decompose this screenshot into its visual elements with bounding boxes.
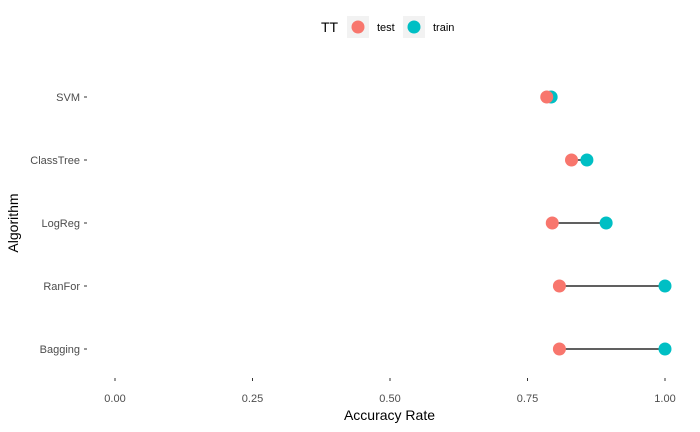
x-tick-label-2: 0.50 <box>379 393 400 405</box>
x-tick-label-1: 0.25 <box>242 393 263 405</box>
point-train-ranfor <box>658 279 672 293</box>
point-test-bagging <box>552 342 566 356</box>
y-axis: SVM ClassTree LogReg RanFor Bagging <box>30 92 87 356</box>
y-axis-title: Algorithm <box>5 193 21 252</box>
x-axis: 0.00 0.25 0.50 0.75 1.00 <box>104 378 676 405</box>
x-tick-label-0: 0.00 <box>104 393 125 405</box>
x-tick-label-3: 0.75 <box>517 393 538 405</box>
x-tick-label-4: 1.00 <box>654 393 675 405</box>
y-tick-label-ranfor: RanFor <box>43 281 80 293</box>
point-test-classtree <box>565 153 578 167</box>
point-test-svm <box>540 90 554 104</box>
legend-label-train: train <box>433 22 454 34</box>
legend: TT test train <box>321 16 454 38</box>
y-tick-label-logreg: LogReg <box>41 218 80 230</box>
point-train-bagging <box>658 342 672 356</box>
legend-title: TT <box>321 19 339 35</box>
point-test-ranfor <box>552 279 566 293</box>
y-tick-label-classtree: ClassTree <box>30 155 80 167</box>
data-points <box>540 90 672 356</box>
y-tick-label-bagging: Bagging <box>40 344 80 356</box>
point-train-classtree <box>580 153 594 167</box>
x-axis-title: Accuracy Rate <box>344 407 435 423</box>
legend-label-test: test <box>377 22 395 34</box>
y-tick-label-svm: SVM <box>56 92 80 104</box>
point-train-logreg <box>599 216 613 230</box>
point-test-logreg <box>545 216 559 230</box>
legend-key-test <box>351 20 365 34</box>
legend-key-train <box>407 20 421 34</box>
